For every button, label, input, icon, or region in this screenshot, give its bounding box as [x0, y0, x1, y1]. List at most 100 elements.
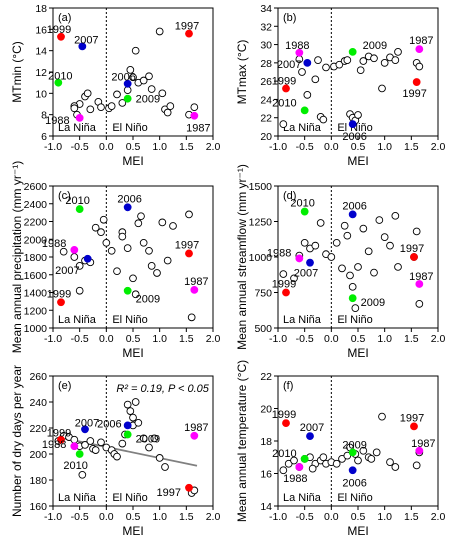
y-tick-label: 180 — [29, 475, 47, 487]
year-label-1987: 1987 — [184, 276, 208, 288]
x-tick-label: -1.0 — [44, 141, 62, 153]
data-point — [279, 120, 288, 128]
x-tick-label: 1.0 — [377, 141, 392, 153]
year-label-1997: 1997 — [402, 88, 426, 100]
y-tick-label: 18 — [35, 3, 47, 15]
highlight-point-2006 — [123, 203, 132, 212]
data-point — [97, 228, 105, 237]
year-label-2009: 2009 — [363, 40, 387, 52]
y-axis-label: Mean annual temperature (°C) — [235, 360, 249, 522]
panel-label: (b) — [283, 12, 296, 24]
panel-b: -1.0 -0.5 0.0 0.5 1.0 1.5 2.0 20 22 24 26 28 30 32 34 M… — [235, 3, 445, 168]
year-label-1999: 1999 — [47, 428, 71, 440]
y-tick-label: 240 — [29, 397, 47, 409]
data-point — [97, 103, 105, 112]
data-point — [343, 231, 352, 240]
data-point — [59, 247, 68, 256]
data-point — [415, 300, 424, 308]
y-tick-label: 34 — [260, 3, 272, 15]
y-tick-label: 220 — [29, 423, 47, 435]
data-point — [343, 56, 352, 64]
data-point — [163, 108, 172, 117]
data-point — [279, 270, 288, 278]
y-tick-label: 160 — [29, 501, 47, 513]
data-point — [86, 437, 95, 445]
highlight-point-2009 — [348, 47, 357, 56]
x-tick-label: 1.5 — [179, 141, 194, 153]
highlight-point-1997 — [410, 422, 418, 431]
x-tick-label: -1.0 — [269, 511, 287, 523]
data-point — [359, 57, 368, 65]
data-point — [155, 27, 164, 36]
year-label-1987: 1987 — [184, 422, 208, 434]
year-label-2006: 2006 — [342, 131, 366, 143]
panel-c: -1.0 -0.5 0.0 0.5 1.0 1.5 2.0 1000 1200 1400 1600 1… — [10, 161, 220, 360]
x-tick-label: 0.0 — [324, 141, 339, 153]
highlight-point-2007 — [306, 258, 314, 267]
highlight-point-1988 — [75, 113, 84, 122]
y-tick-label: 14 — [260, 501, 272, 513]
panel-f: -1.0 -0.5 0.0 0.5 1.0 1.5 2.0 14 16 18 20 22 MEI Mean… — [235, 360, 445, 538]
highlight-point-1987 — [190, 431, 199, 440]
data-point — [190, 103, 199, 112]
year-label-1999: 1999 — [272, 409, 296, 421]
data-point — [391, 56, 400, 64]
data-point — [372, 448, 381, 457]
y-tick-label: 28 — [260, 58, 272, 70]
highlight-point-2007 — [81, 425, 89, 434]
y-tick-label: 26 — [260, 76, 272, 88]
data-point — [129, 413, 137, 422]
year-label-1997: 1997 — [400, 243, 424, 255]
data-point — [145, 443, 153, 452]
x-tick-label: 1.0 — [152, 511, 167, 523]
year-label-1987: 1987 — [411, 438, 435, 450]
x-axis-label: MEI — [122, 524, 143, 538]
data-point — [311, 75, 320, 84]
x-tick-label: -1.0 — [269, 333, 287, 345]
data-point — [332, 459, 341, 468]
y-tick-label: 32 — [260, 21, 272, 33]
data-point — [319, 453, 328, 462]
data-point — [97, 438, 105, 447]
data-point — [378, 412, 386, 421]
data-point — [380, 233, 389, 241]
panel-label: (e) — [58, 380, 71, 392]
x-tick-label: 1.5 — [404, 141, 419, 153]
x-tick-label: 2.0 — [431, 511, 446, 523]
highlight-point-2007 — [83, 254, 92, 263]
y-tick-label: 2400 — [24, 199, 48, 211]
year-label-1988: 1988 — [285, 40, 309, 52]
x-tick-label: -1.0 — [269, 141, 287, 153]
year-label-2006: 2006 — [117, 193, 141, 205]
panel-d: -1.0 -0.5 0.0 0.5 1.0 1.5 2.0 500 750 1000 1250 150… — [235, 164, 445, 360]
highlight-point-2007 — [303, 58, 312, 67]
region-label-el-nino: El Niño — [112, 492, 147, 504]
x-tick-label: 2.0 — [206, 333, 221, 345]
panel-a: -1.0 -0.5 0.0 0.5 1.0 1.5 2.0 6 8 10 12 14 16 18 MEI MT… — [10, 3, 220, 168]
highlight-point-1987 — [415, 45, 424, 54]
x-axis-label: MEI — [347, 524, 368, 538]
x-axis-label: MEI — [347, 154, 368, 168]
highlight-point-1999 — [57, 298, 65, 307]
year-label-2007: 2007 — [277, 59, 301, 71]
data-point — [351, 304, 360, 312]
year-label-2009: 2009 — [361, 297, 385, 309]
year-label-1988: 1988 — [283, 473, 307, 485]
year-label-2010: 2010 — [48, 71, 72, 83]
x-tick-label: 2.0 — [431, 333, 446, 345]
year-label-1987: 1987 — [409, 271, 433, 283]
highlight-point-1997 — [410, 253, 418, 261]
data-point — [147, 262, 156, 270]
data-point — [123, 86, 132, 94]
y-tick-label: 20 — [260, 404, 272, 416]
x-tick-label: 0.0 — [324, 511, 339, 523]
data-point — [380, 59, 389, 67]
data-point — [158, 89, 167, 98]
y-tick-label: 18 — [260, 436, 272, 448]
highlight-point-1988 — [70, 245, 79, 254]
x-tick-label: 0.0 — [99, 511, 114, 523]
region-label-el-nino: El Niño — [337, 314, 372, 326]
data-point — [415, 62, 424, 71]
regression-annotation: R² = 0.19, P < 0.05 — [116, 383, 209, 395]
panel-label: (d) — [283, 190, 296, 202]
